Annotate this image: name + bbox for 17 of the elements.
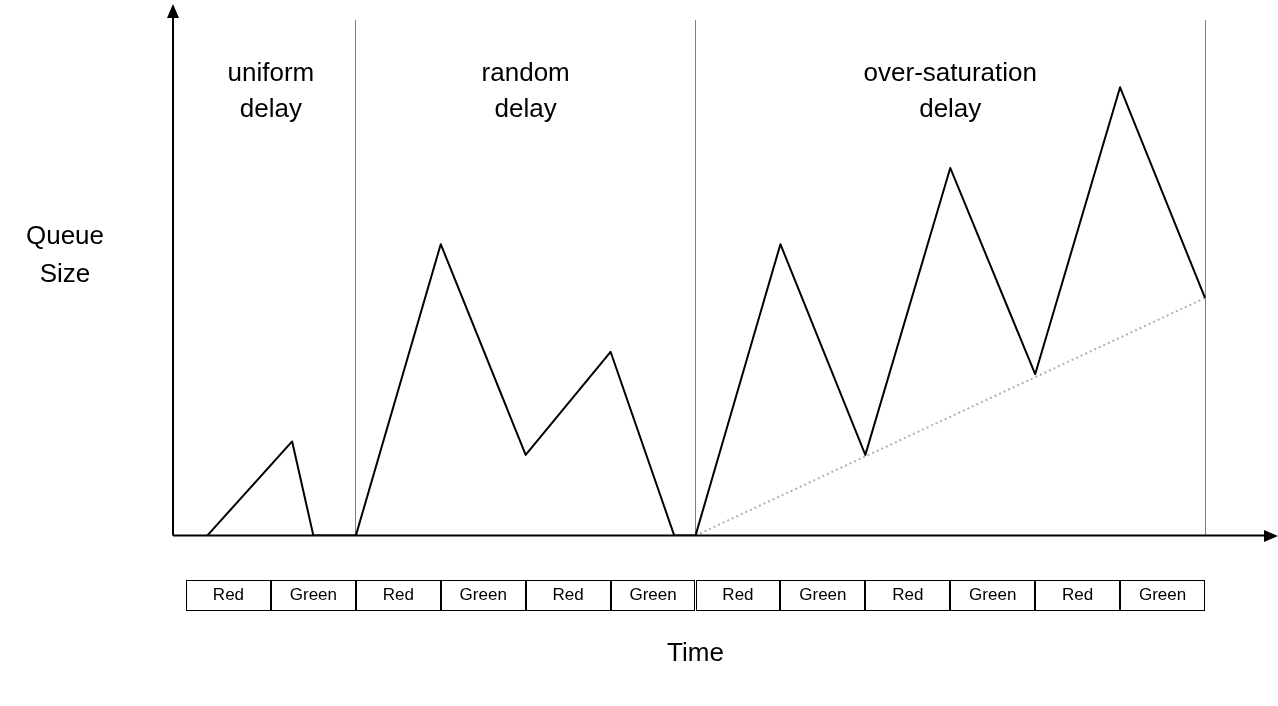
x-tick-label: Red <box>552 585 584 605</box>
x-tick-label: Green <box>1138 585 1187 605</box>
x-axis-title: Time <box>667 636 724 667</box>
x-tick-label: Green <box>969 585 1017 605</box>
x-tick-label: Red <box>212 585 245 605</box>
y-axis-title: Queue Size <box>25 220 105 289</box>
x-tick-label: Green <box>799 585 847 605</box>
x-tick-label: Green <box>459 585 507 605</box>
x-tick-label: Red <box>1062 585 1094 605</box>
annotation: uniform delay <box>227 57 315 124</box>
x-tick-label: Red <box>382 585 414 605</box>
annotation: over-saturation delay <box>863 57 1037 124</box>
annotation: random delay <box>481 57 570 124</box>
x-tick-label: Red <box>892 585 924 605</box>
x-tick-label: Green <box>629 585 677 605</box>
x-tick-label: Red <box>722 585 754 605</box>
x-tick-label: Green <box>289 585 337 605</box>
